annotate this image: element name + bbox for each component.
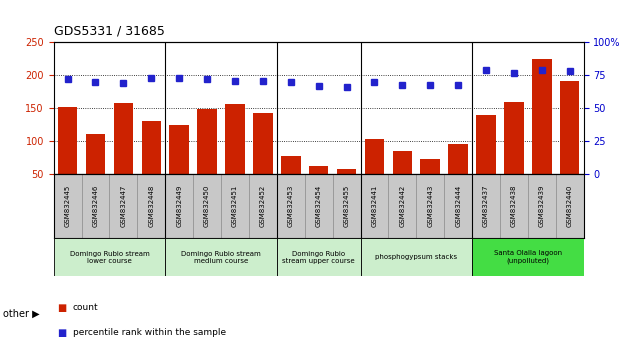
Bar xyxy=(449,144,468,174)
Bar xyxy=(420,159,440,174)
Text: GSM832451: GSM832451 xyxy=(232,185,238,227)
Text: Domingo Rubio stream
medium course: Domingo Rubio stream medium course xyxy=(181,251,261,264)
Text: GSM832452: GSM832452 xyxy=(260,185,266,227)
Text: GSM832438: GSM832438 xyxy=(511,185,517,227)
Text: GSM832447: GSM832447 xyxy=(121,185,126,227)
FancyBboxPatch shape xyxy=(277,238,360,276)
Text: GDS5331 / 31685: GDS5331 / 31685 xyxy=(54,25,165,38)
Text: ■: ■ xyxy=(57,328,66,338)
Text: GSM832450: GSM832450 xyxy=(204,185,210,227)
Text: Domingo Rubio
stream upper course: Domingo Rubio stream upper course xyxy=(282,251,355,264)
Bar xyxy=(225,104,245,174)
Bar xyxy=(198,109,217,174)
Bar xyxy=(532,59,551,174)
Text: GSM832445: GSM832445 xyxy=(64,185,71,227)
Bar xyxy=(253,113,273,174)
FancyBboxPatch shape xyxy=(54,238,165,276)
Bar xyxy=(86,134,105,174)
Text: GSM832444: GSM832444 xyxy=(455,185,461,227)
Text: Santa Olalla lagoon
(unpolluted): Santa Olalla lagoon (unpolluted) xyxy=(494,250,562,264)
Bar xyxy=(504,102,524,174)
Text: GSM832443: GSM832443 xyxy=(427,185,433,227)
Text: Domingo Rubio stream
lower course: Domingo Rubio stream lower course xyxy=(69,251,150,264)
FancyBboxPatch shape xyxy=(165,238,277,276)
Text: GSM832455: GSM832455 xyxy=(343,185,350,227)
Text: other ▶: other ▶ xyxy=(3,308,40,318)
Text: GSM832441: GSM832441 xyxy=(372,185,377,227)
Text: GSM832449: GSM832449 xyxy=(176,185,182,227)
Text: GSM832454: GSM832454 xyxy=(316,185,322,227)
Bar xyxy=(337,169,357,174)
Text: GSM832453: GSM832453 xyxy=(288,185,294,227)
Text: GSM832442: GSM832442 xyxy=(399,185,405,227)
Text: count: count xyxy=(73,303,98,313)
FancyBboxPatch shape xyxy=(360,238,472,276)
Bar xyxy=(169,125,189,174)
Text: GSM832440: GSM832440 xyxy=(567,185,573,227)
Text: GSM832439: GSM832439 xyxy=(539,185,545,227)
Bar xyxy=(365,139,384,174)
Bar xyxy=(309,166,328,174)
FancyBboxPatch shape xyxy=(472,238,584,276)
Text: GSM832448: GSM832448 xyxy=(148,185,154,227)
Bar xyxy=(281,156,300,174)
Text: GSM832437: GSM832437 xyxy=(483,185,489,227)
Bar xyxy=(58,107,78,174)
Bar xyxy=(392,151,412,174)
Bar xyxy=(114,103,133,174)
Text: percentile rank within the sample: percentile rank within the sample xyxy=(73,328,226,337)
Text: phosphogypsum stacks: phosphogypsum stacks xyxy=(375,254,457,260)
Bar xyxy=(476,115,496,174)
Text: GSM832446: GSM832446 xyxy=(93,185,98,227)
Bar xyxy=(560,81,579,174)
Text: ■: ■ xyxy=(57,303,66,313)
Bar xyxy=(141,121,161,174)
